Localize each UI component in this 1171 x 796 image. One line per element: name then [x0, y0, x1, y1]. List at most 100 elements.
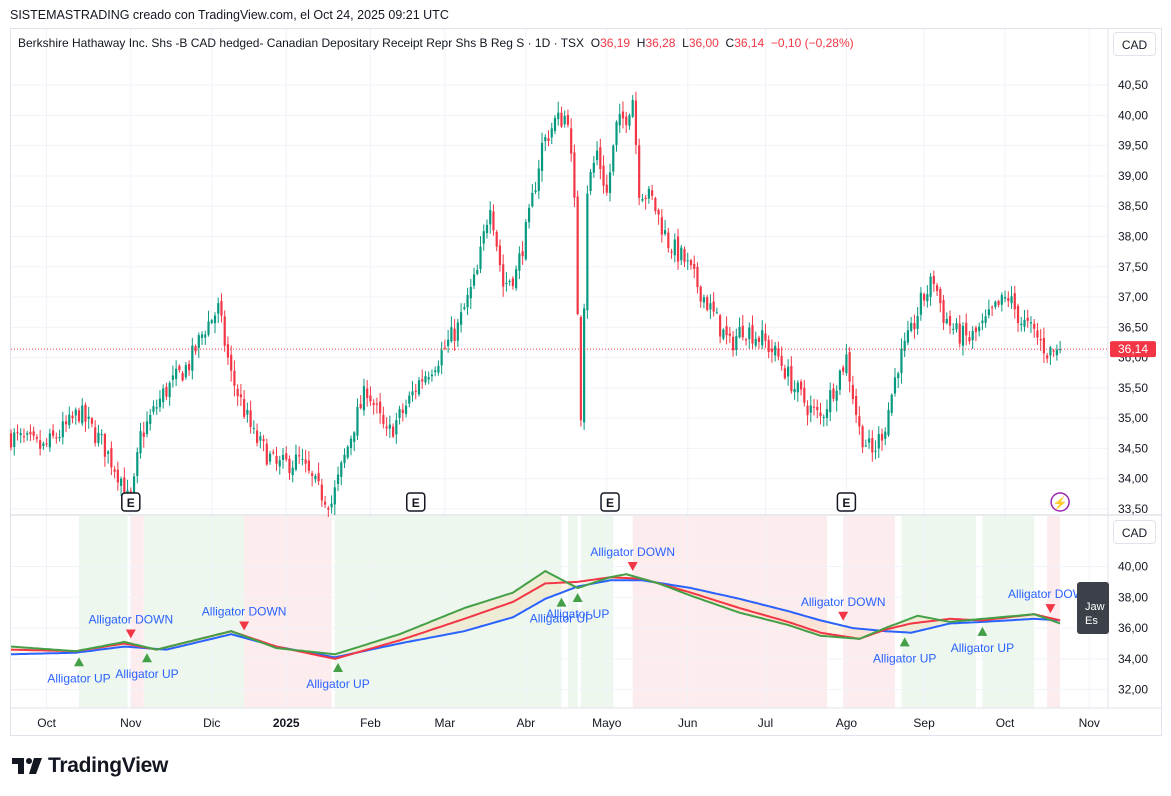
candle — [867, 429, 871, 449]
tradingview-logo[interactable]: TradingView — [12, 754, 168, 778]
candle-body — [314, 475, 317, 480]
candle — [715, 307, 718, 314]
candle — [191, 337, 194, 380]
candle-body — [926, 294, 929, 302]
candle — [952, 323, 955, 335]
signal-down-arrow — [1045, 604, 1056, 614]
candle-body — [94, 427, 97, 443]
price-tick-label: 35,00 — [1118, 411, 1148, 425]
candle — [107, 450, 110, 464]
candle — [427, 371, 430, 385]
candle — [9, 429, 13, 451]
candle — [1046, 352, 1049, 364]
candle — [1049, 345, 1052, 365]
currency-button-indicator[interactable]: CAD — [1113, 520, 1156, 544]
candle — [187, 360, 191, 376]
candle-body — [744, 339, 748, 341]
earnings-marker: E — [406, 492, 426, 512]
candle — [236, 384, 239, 406]
candle — [74, 407, 77, 425]
candle — [502, 254, 505, 297]
candle — [463, 303, 466, 311]
candle — [900, 338, 903, 384]
candle-body — [1042, 338, 1046, 354]
candle-body — [945, 318, 948, 324]
candle — [527, 203, 531, 229]
earnings-marker: E — [600, 492, 620, 512]
candle-body — [48, 433, 51, 448]
candle — [638, 138, 641, 206]
candle-body — [84, 404, 87, 422]
indicator-tick-label: 36,00 — [1118, 621, 1148, 635]
candle — [518, 246, 521, 280]
candle — [851, 375, 854, 405]
candle-body — [557, 112, 560, 120]
candle — [1023, 309, 1026, 332]
candle-body — [123, 477, 126, 497]
candle — [654, 196, 657, 215]
candle — [1059, 341, 1062, 354]
candle — [628, 113, 631, 130]
candle — [683, 246, 686, 268]
candle — [751, 315, 754, 349]
candle — [395, 412, 398, 444]
candle — [829, 382, 832, 422]
signal-down: Alligator DOWN — [202, 605, 286, 631]
candle-body — [874, 450, 877, 452]
signal-down-arrow — [627, 562, 638, 572]
candle-body — [55, 437, 58, 439]
candle-body — [243, 399, 246, 417]
candle — [408, 391, 411, 408]
candle — [709, 294, 712, 320]
candle-body — [757, 337, 761, 342]
green-zone — [143, 516, 245, 708]
candle — [68, 406, 71, 429]
candle-body — [595, 150, 599, 161]
candle-body — [702, 297, 706, 303]
currency-button-main[interactable]: CAD — [1113, 32, 1156, 56]
candle — [965, 313, 968, 346]
candle-body — [489, 210, 492, 225]
candle-body — [553, 117, 557, 132]
green-zone — [567, 516, 578, 708]
candle — [1052, 348, 1055, 358]
candle-body — [628, 115, 631, 126]
candle — [469, 278, 472, 309]
candle — [693, 255, 696, 279]
candle — [793, 380, 796, 400]
candle-body — [107, 451, 110, 454]
candle-body — [864, 445, 867, 447]
candle-body — [142, 432, 145, 437]
candle-body — [984, 316, 987, 323]
candle — [948, 310, 952, 334]
candle-body — [395, 420, 398, 435]
candle — [333, 480, 336, 515]
candle — [450, 316, 453, 343]
candle — [515, 265, 518, 291]
candle — [673, 233, 676, 263]
candle-body — [139, 431, 142, 454]
candle-body — [654, 198, 657, 212]
candle-body — [278, 460, 281, 467]
candle-body — [149, 414, 152, 424]
candle — [61, 411, 64, 445]
candle-body — [825, 409, 829, 418]
price-tick-label: 37,00 — [1118, 290, 1148, 304]
candle — [388, 415, 391, 438]
candle-body — [900, 348, 903, 374]
candle-body — [246, 409, 249, 415]
candle-body — [68, 414, 71, 426]
candle-body — [790, 365, 793, 392]
candle-body — [647, 188, 650, 199]
signal-up-arrow — [141, 653, 152, 663]
candle — [314, 473, 317, 483]
candle — [90, 417, 94, 428]
candle — [472, 267, 476, 290]
candle — [845, 344, 848, 376]
candle — [680, 244, 683, 266]
price-tick-label: 40,50 — [1118, 78, 1148, 92]
candle — [443, 339, 446, 351]
candle-body — [715, 312, 718, 314]
candle-body — [281, 454, 285, 460]
